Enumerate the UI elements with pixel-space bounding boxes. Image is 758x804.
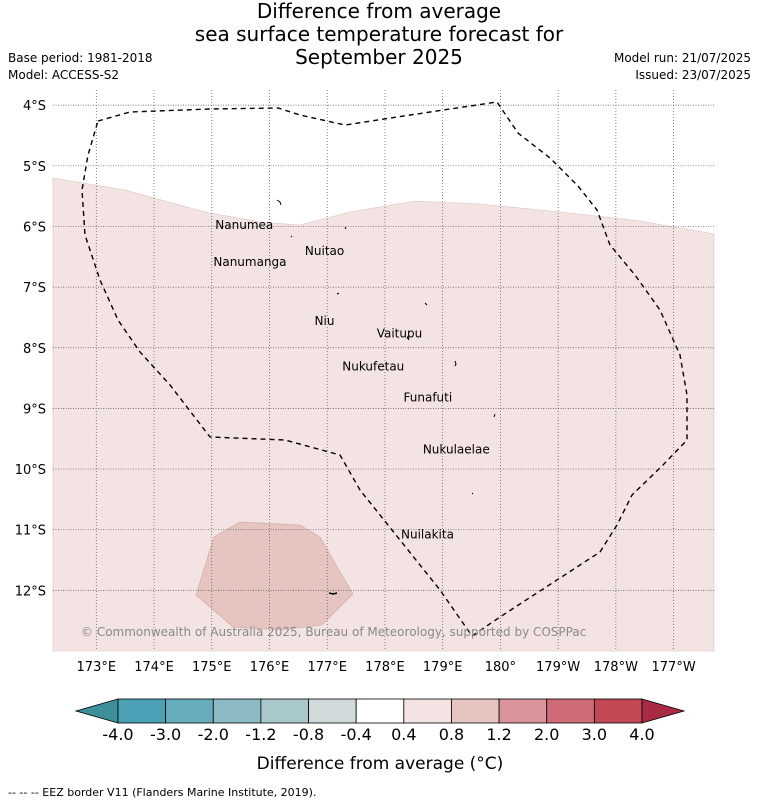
lat-tick-label: 10°S	[15, 463, 46, 478]
lat-tick-label: 12°S	[15, 584, 46, 599]
lat-tick-label: 11°S	[15, 524, 46, 539]
colorbar-segment	[403, 698, 452, 724]
lon-tick-label: 178°E	[365, 660, 405, 675]
colorbar-tick-label: 1.2	[486, 725, 511, 744]
colorbar-tick-label: -0.8	[293, 725, 324, 744]
lon-tick-label: 179°W	[536, 660, 580, 675]
map-plot-area: Nanumea Nanumanga Nuitao Niu Vaitupu Nukufeta…	[52, 90, 715, 652]
meta-left: Base period: 1981-2018 Model: ACCESS-S2	[8, 50, 153, 84]
lon-tick-label: 175°E	[192, 660, 232, 675]
island-nuitao	[344, 226, 347, 230]
place-label-niu: Niu	[315, 314, 335, 328]
lat-tick-label: 8°S	[23, 342, 46, 357]
model-run: Model run: 21/07/2025	[613, 51, 751, 65]
title-line-1: Difference from average	[256, 0, 502, 23]
lon-tick-label: 180°	[485, 660, 516, 675]
lon-tick-label: 177°E	[307, 660, 347, 675]
lat-tick-label: 5°S	[23, 160, 46, 175]
colorbar-legend: -4.0 -3.0 -2.0 -1.2 -0.8 -0.4 0.4 0.8 1.2 2.0 3.0 4…	[74, 698, 686, 744]
lon-tick-label: 174°E	[134, 660, 174, 675]
island-nanumea	[276, 199, 282, 206]
eez-border	[81, 101, 688, 637]
place-label-nuilakita: Nuilakita	[401, 527, 454, 541]
colorbar-segment	[308, 698, 357, 724]
colorbar-max-extension	[641, 698, 686, 724]
island-nanumanga	[290, 235, 293, 238]
lon-tick-label: 177°W	[652, 660, 696, 675]
island-niu	[336, 292, 340, 295]
copyright-text: © Commonwealth of Australia 2025, Bureau…	[81, 625, 586, 639]
title-line-3: September 2025	[295, 45, 463, 69]
title-line-2: sea surface temperature forecast for	[194, 22, 564, 46]
model-name: Model: ACCESS-S2	[8, 68, 120, 82]
colorbar-tick-label: 0.4	[391, 725, 416, 744]
colorbar-segment	[498, 698, 548, 724]
island-funafuti	[454, 360, 457, 367]
island-nuilakita	[471, 492, 474, 495]
colorbar-tick-label: -1.2	[245, 725, 276, 744]
anomaly-region-0.8-1.2	[195, 521, 354, 631]
colorbar-segment	[546, 698, 595, 724]
colorbar-segment	[355, 698, 405, 724]
lon-tick-label: 173°E	[77, 660, 117, 675]
place-label-nukufetau: Nukufetau	[342, 359, 404, 373]
island-vaitupu	[424, 302, 428, 306]
place-label-funafuti: Funafuti	[404, 390, 453, 404]
colorbar-segment	[212, 698, 262, 724]
colorbar-segment	[451, 698, 500, 724]
anomaly-region-0.4-0.8	[52, 177, 715, 652]
gridlines	[53, 90, 714, 651]
colorbar-segment	[165, 698, 214, 724]
issued-date: Issued: 23/07/2025	[635, 68, 751, 82]
meta-right: Model run: 21/07/2025 Issued: 23/07/2025	[614, 50, 751, 84]
eez-footnote: -- -- -- EEZ border V11 (Flanders Marine…	[8, 786, 317, 799]
lon-tick-label: 176°E	[250, 660, 290, 675]
place-label-nukulaelae: Nukulaelae	[423, 442, 490, 456]
map-title: Difference from average sea surface temp…	[0, 0, 758, 69]
lon-tick-label: 178°W	[594, 660, 638, 675]
colorbar-segment	[117, 698, 167, 724]
lat-tick-label: 4°S	[23, 99, 46, 114]
island-nukufetau	[406, 335, 409, 340]
colorbar-tick-label: -4.0	[102, 725, 133, 744]
colorbar-min-extension	[74, 698, 119, 724]
island-nukulaelae	[493, 413, 496, 418]
colorbar-tick-label: 4.0	[629, 725, 654, 744]
place-label-vaitupu: Vaitupu	[377, 327, 423, 341]
island-reef	[328, 592, 338, 595]
colorbar-tick-label: 3.0	[582, 725, 607, 744]
colorbar-tick-label: -0.4	[341, 725, 372, 744]
lat-tick-label: 7°S	[23, 281, 46, 296]
place-label-nanumanga: Nanumanga	[213, 255, 286, 269]
colorbar-segment	[593, 698, 643, 724]
legend-label: Difference from average (°C)	[257, 754, 504, 774]
colorbar-tick-label: 0.8	[439, 725, 464, 744]
place-label-nanumea: Nanumea	[215, 218, 273, 232]
islands	[276, 199, 496, 595]
colorbar-tick-label: -3.0	[150, 725, 181, 744]
axis-labels: 173°E 174°E 175°E 176°E 177°E 178°E 179°E 180° 1…	[15, 99, 696, 675]
base-period: Base period: 1981-2018	[8, 51, 153, 65]
place-labels: Nanumea Nanumanga Nuitao Niu Vaitupu Nukufeta…	[213, 218, 489, 541]
colorbar-tick-label: 2.0	[534, 725, 559, 744]
lat-tick-label: 6°S	[23, 220, 46, 235]
colorbar-segment	[260, 698, 309, 724]
lat-tick-label: 9°S	[23, 402, 46, 417]
place-label-nuitao: Nuitao	[305, 244, 344, 258]
colorbar-tick-label: -2.0	[198, 725, 229, 744]
lon-tick-label: 179°E	[423, 660, 463, 675]
